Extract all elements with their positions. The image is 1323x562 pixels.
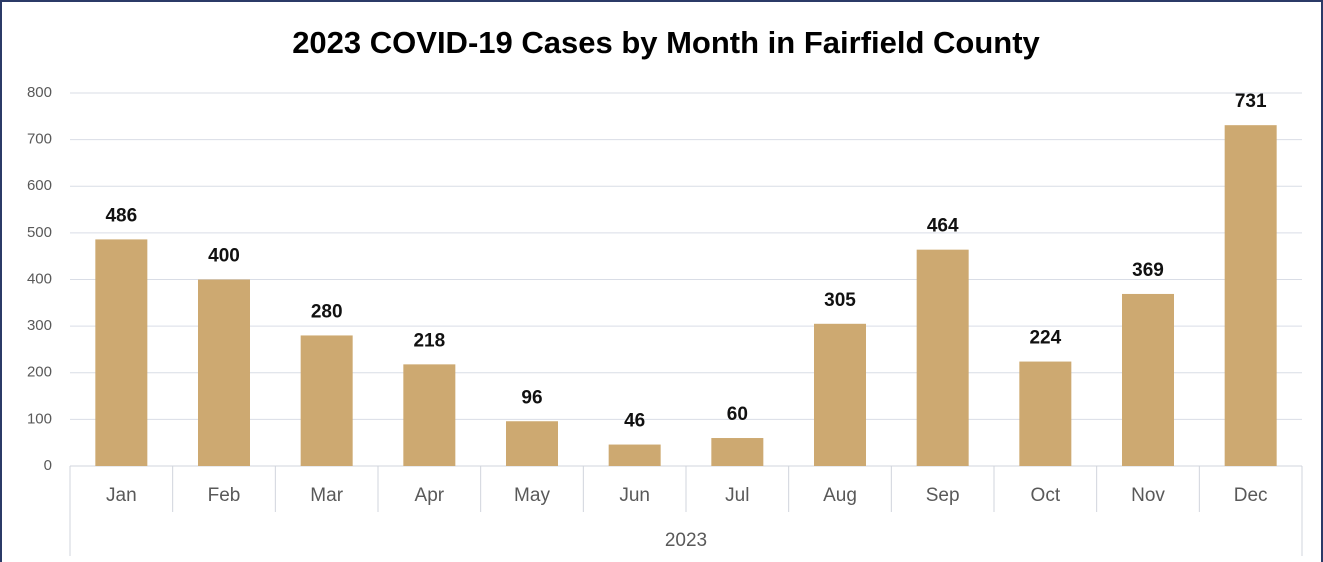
data-label: 224 (1029, 328, 1061, 349)
x-tick-label: Aug (823, 485, 857, 506)
bar (711, 438, 764, 466)
data-label: 731 (1235, 91, 1267, 112)
x-tick-label: Feb (208, 485, 241, 506)
data-label: 280 (311, 301, 343, 322)
y-tick-label: 0 (44, 457, 52, 474)
data-label: 369 (1132, 260, 1164, 281)
y-tick-label: 300 (27, 317, 52, 334)
x-tick-label: Jan (106, 485, 137, 506)
bar (1224, 125, 1277, 466)
chart-title: 2023 COVID-19 Cases by Month in Fairfiel… (292, 25, 1040, 60)
bar (916, 249, 969, 466)
data-label: 400 (208, 246, 240, 267)
bar (814, 323, 866, 466)
x-tick-label: Nov (1131, 485, 1165, 506)
data-label: 486 (105, 205, 137, 226)
x-tick-label: Dec (1234, 485, 1268, 506)
data-label: 60 (727, 404, 748, 425)
x-tick-label: May (514, 485, 550, 506)
data-label: 46 (624, 411, 645, 432)
y-tick-label: 100 (27, 410, 52, 427)
data-label: 96 (521, 387, 542, 408)
y-tick-label: 700 (27, 131, 52, 148)
y-tick-label: 500 (27, 224, 52, 241)
bar (300, 335, 353, 466)
x-tick-label: Jul (725, 485, 749, 506)
bar (608, 444, 661, 466)
bar (1122, 293, 1174, 466)
data-label: 305 (824, 290, 856, 311)
y-tick-label: 800 (27, 84, 52, 101)
x-tick-label: Apr (415, 485, 445, 506)
x-tick-label: Jun (619, 485, 650, 506)
bar (198, 279, 250, 466)
x-tick-label: Oct (1031, 485, 1061, 506)
data-label: 464 (927, 216, 959, 237)
data-label: 218 (413, 330, 445, 351)
x-tick-label: Sep (926, 485, 960, 506)
bar (1019, 361, 1072, 466)
x-tick-label: Mar (310, 485, 343, 506)
y-tick-label: 400 (27, 270, 52, 287)
bar (506, 421, 558, 466)
y-tick-label: 200 (27, 364, 52, 381)
bar (403, 364, 456, 466)
y-tick-label: 600 (27, 177, 52, 194)
category-group-label: 2023 (665, 530, 707, 551)
bar (95, 239, 148, 466)
